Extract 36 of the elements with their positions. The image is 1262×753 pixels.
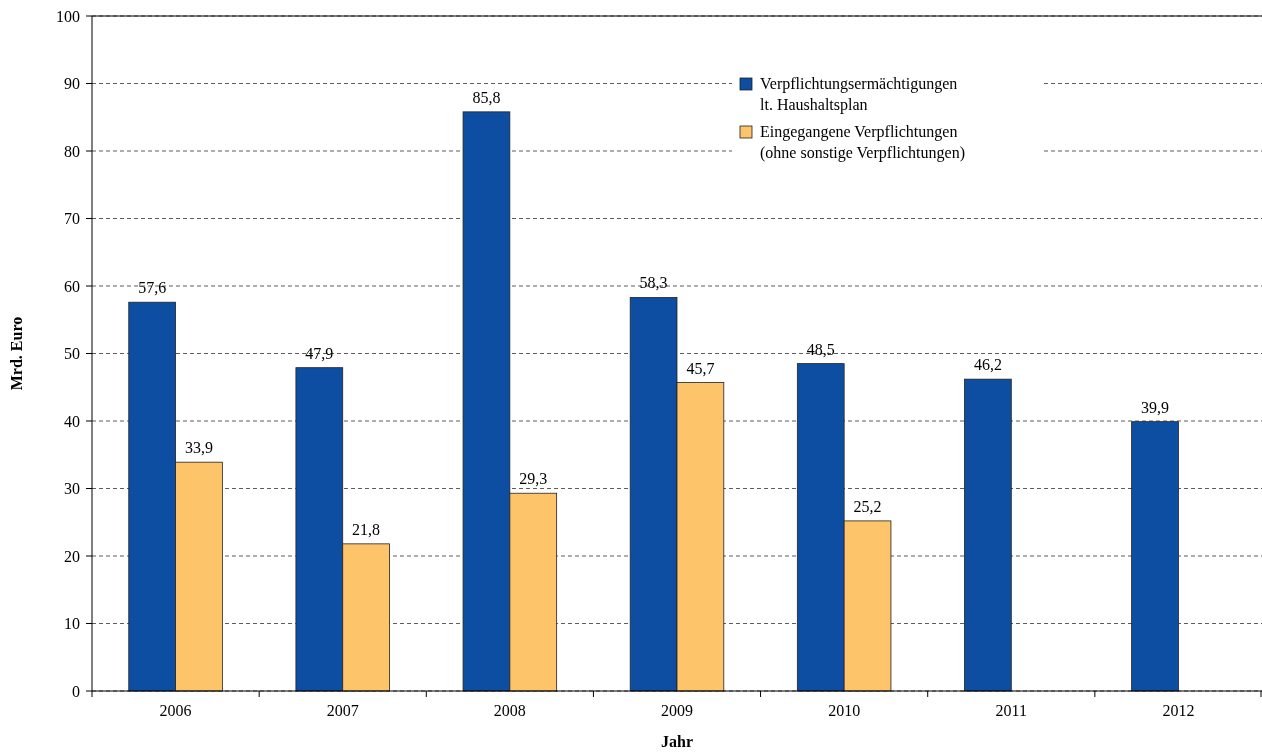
data-label: 45,7 — [686, 359, 715, 377]
data-label: 33,9 — [184, 439, 213, 457]
y-tick-label: 20 — [64, 547, 80, 565]
data-label: 39,9 — [1141, 398, 1170, 416]
data-label: 57,6 — [138, 279, 167, 297]
data-label: 85,8 — [472, 88, 501, 106]
x-tick-label: 2008 — [493, 702, 526, 719]
y-tick-label: 10 — [64, 615, 80, 633]
y-tick-label: 100 — [56, 7, 80, 25]
legend-label: Verpflichtungsermächtigungen lt. Haushaltsplan — [760, 75, 958, 114]
data-label: 47,9 — [305, 344, 334, 362]
x-axis-title: Jahr — [661, 733, 693, 750]
y-tick-label: 80 — [64, 142, 80, 160]
bar — [964, 378, 1012, 692]
data-label: 21,8 — [352, 520, 381, 538]
y-tick-label: 30 — [64, 480, 80, 498]
x-tick-label: 2012 — [1162, 702, 1195, 719]
y-tick-label: 90 — [64, 75, 80, 93]
data-label: 48,5 — [806, 340, 835, 358]
x-tick-label: 2011 — [995, 702, 1027, 719]
data-label: 46,2 — [973, 356, 1002, 374]
x-tick-label: 2006 — [159, 702, 192, 719]
y-axis-title: Mrd. Euro — [8, 316, 25, 391]
y-tick-label: 50 — [64, 345, 80, 363]
y-tick-label: 70 — [64, 210, 80, 228]
x-tick-label: 2010 — [828, 702, 861, 719]
x-tick-label: 2009 — [661, 702, 693, 719]
data-label: 25,2 — [853, 497, 882, 515]
bar — [1131, 421, 1179, 692]
data-label: 58,3 — [639, 274, 668, 292]
y-tick-label: 0 — [72, 682, 80, 700]
data-label: 29,3 — [519, 470, 548, 488]
y-tick-label: 40 — [64, 412, 80, 430]
x-tick-label: 2007 — [326, 702, 359, 719]
legend-label: Eingegangene Verpflichtungen (ohne sonstige Verpflichtungen) — [760, 123, 965, 162]
y-tick-label: 60 — [64, 277, 80, 295]
